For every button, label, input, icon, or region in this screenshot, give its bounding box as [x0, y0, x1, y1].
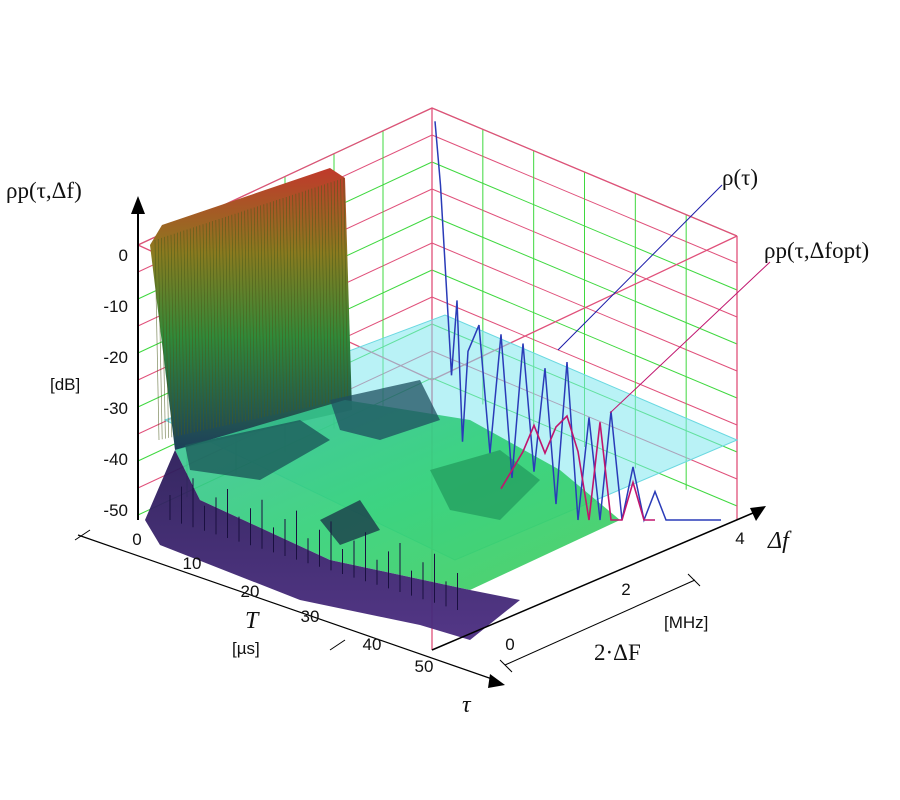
df-unit-name: 2·ΔF — [594, 640, 641, 665]
tau-axis-label: τ — [462, 692, 472, 718]
z-tick-label: -10 — [103, 297, 128, 316]
tau-unit-name: T — [245, 608, 260, 634]
tau-tick-label: 50 — [415, 657, 434, 676]
leader-rho-p-opt — [609, 261, 771, 414]
leader-rho — [557, 184, 723, 351]
z-tick-label: -20 — [103, 348, 128, 367]
df-tick-label: 2 — [621, 580, 630, 599]
tau-unit-label: [µs] — [232, 639, 260, 658]
z-tick-label: -50 — [103, 501, 128, 520]
z-axis: 0 -10 -20 -30 -40 -50 — [103, 196, 145, 520]
rho-tau-curve — [434, 121, 721, 523]
z-unit-label: [dB] — [50, 375, 80, 394]
z-tick-label: -30 — [103, 399, 128, 418]
df-tick-label: 4 — [735, 529, 744, 548]
annotation-rho: ρ(τ) — [722, 165, 758, 190]
df-unit-label: [MHz] — [664, 613, 708, 632]
surface — [145, 168, 620, 640]
tau-tick-label: 20 — [241, 582, 260, 601]
df-axis-label: Δf — [767, 528, 792, 554]
tau-axis: 0 10 20 30 40 50 — [74, 529, 505, 688]
tau-tick-label: 40 — [363, 635, 382, 654]
tau-tick-label: 10 — [183, 554, 202, 573]
z-tick-label: 0 — [119, 246, 128, 265]
tau-tick-label: 30 — [301, 607, 320, 626]
tau-tick-label: 0 — [132, 530, 141, 549]
rho-p-opt-curve — [500, 414, 655, 521]
df-axis: 0 2 4 — [431, 506, 766, 673]
z-axis-label: ρp(τ,Δf) — [6, 178, 82, 203]
annotation-rho-p-opt: ρp(τ,Δfopt) — [764, 238, 869, 263]
tau-curves — [434, 121, 721, 523]
z-tick-label: -40 — [103, 450, 128, 469]
df-tick-label: 0 — [505, 635, 514, 654]
